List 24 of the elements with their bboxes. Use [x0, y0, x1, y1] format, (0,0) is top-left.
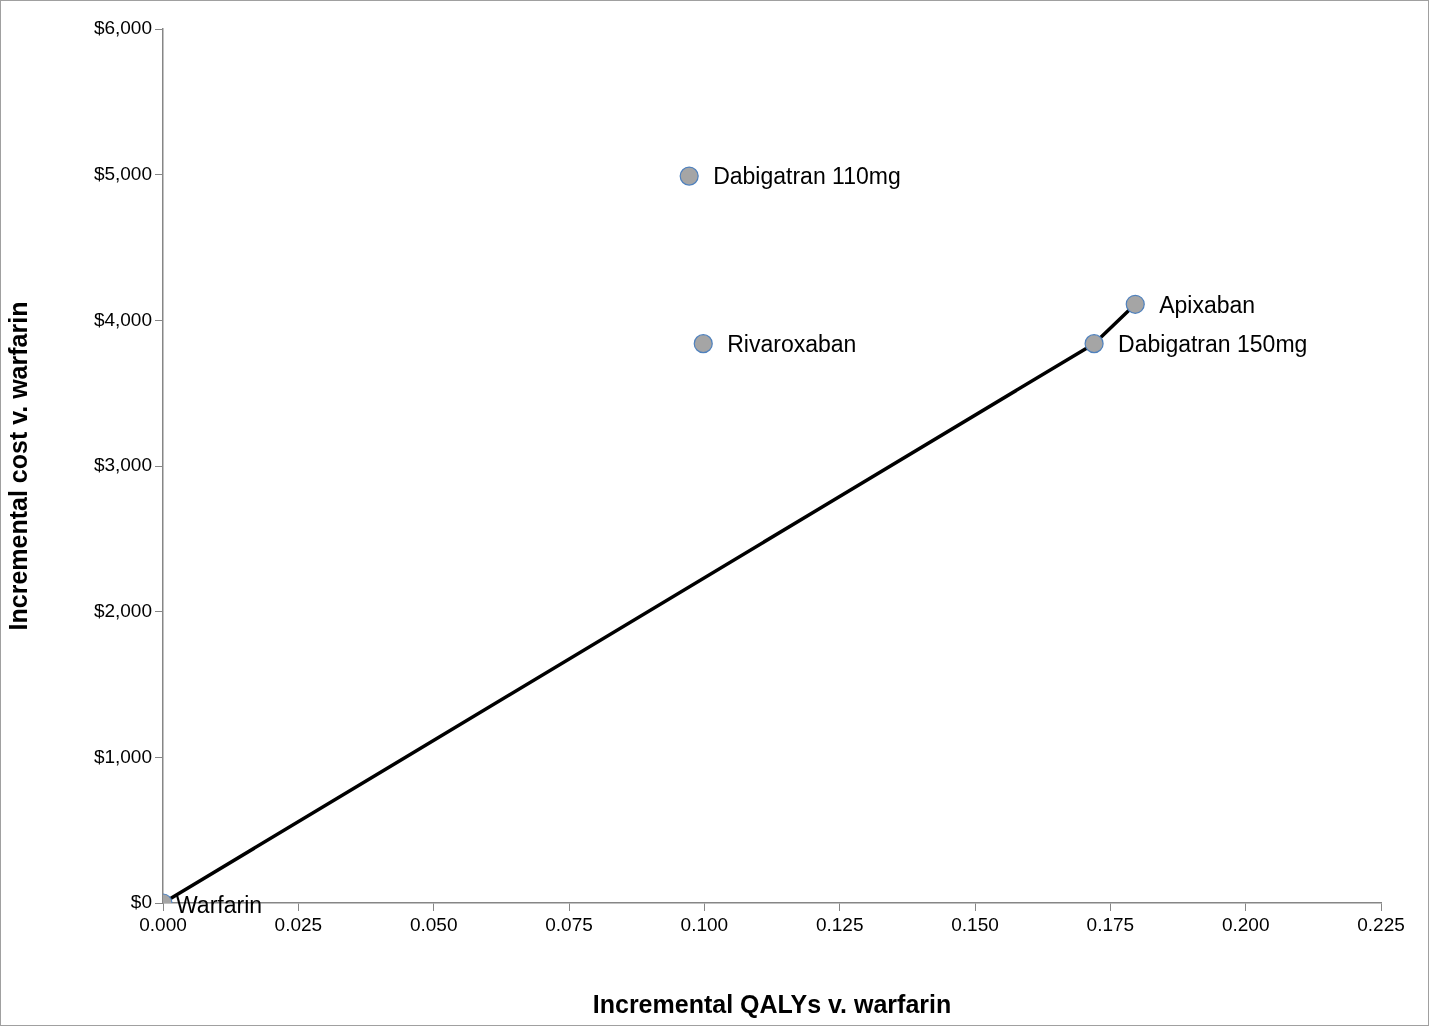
y-axis-title: Incremental cost v. warfarin — [3, 301, 32, 631]
y-tick-label: $5,000 — [93, 162, 152, 184]
x-tick-label: 0.175 — [1086, 913, 1135, 935]
annotation: Dabigatran 150mg — [1118, 330, 1308, 357]
x-tick-label: 0.225 — [1357, 913, 1405, 935]
x-tick-label: 0.100 — [680, 913, 729, 935]
y-tick-label: $1,000 — [93, 745, 152, 767]
y-tick-label: $2,000 — [93, 599, 152, 621]
point — [1125, 294, 1145, 314]
x-tick-label: 0.150 — [951, 913, 999, 935]
x-tick-label: 0.125 — [815, 913, 864, 935]
x-tick-label: 0.075 — [545, 913, 593, 935]
annotation: Dabigatran 110mg — [713, 163, 901, 190]
y-tick-label: $3,000 — [93, 454, 152, 476]
point — [1084, 334, 1104, 354]
x-tick-label: 0.025 — [274, 913, 323, 935]
annotation: Apixaban — [1159, 291, 1256, 318]
x-axis-title: Incremental QALYs v. warfarin — [592, 989, 952, 1018]
x-tick-label: 0.200 — [1221, 913, 1270, 935]
y-tick-label: $0 — [130, 891, 152, 913]
y-tick-label: $6,000 — [93, 17, 152, 39]
x-tick-label: 0.050 — [409, 913, 458, 935]
y-tick-label: $4,000 — [93, 308, 152, 330]
annotation: Rivaroxaban — [727, 330, 857, 357]
